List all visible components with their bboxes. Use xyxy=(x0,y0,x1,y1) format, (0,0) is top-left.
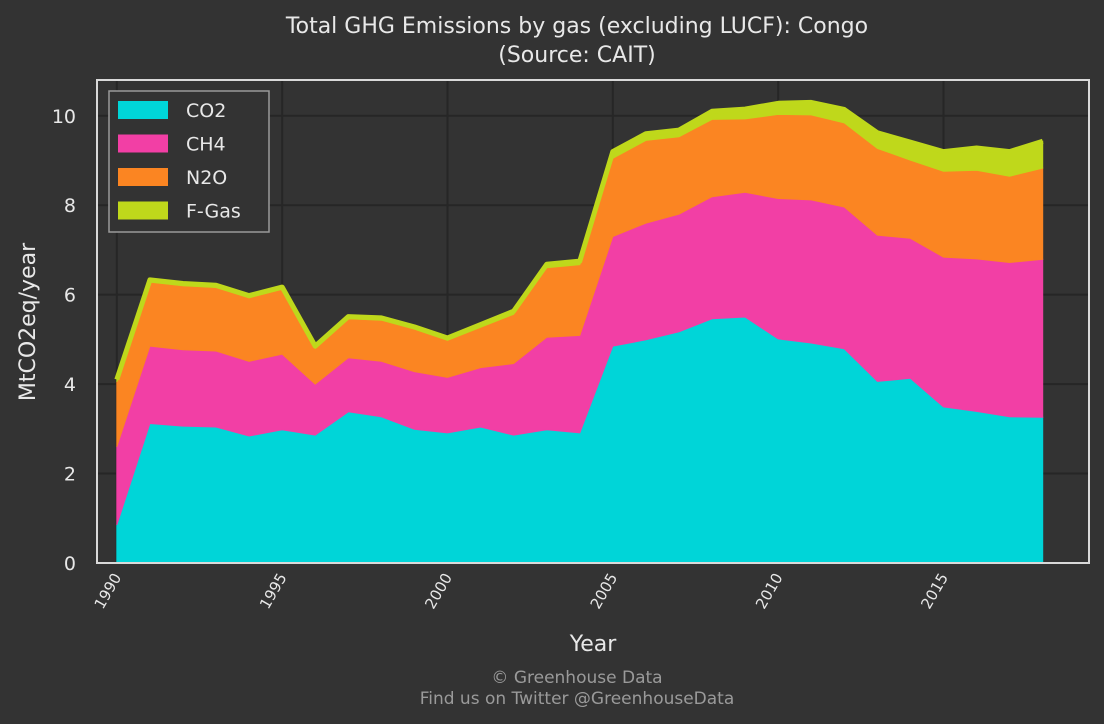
x-tick-label: 2010 xyxy=(752,570,787,612)
legend-swatch-f-gas xyxy=(118,201,168,220)
y-tick-label: 8 xyxy=(64,195,76,217)
x-tick-label: 2015 xyxy=(917,570,952,612)
y-tick-label: 2 xyxy=(64,464,76,486)
x-tick-labels: 1990 1995 2000 2005 2010 2015 xyxy=(91,570,952,612)
x-tick-label: 1995 xyxy=(256,570,291,612)
y-tick-labels: 0 2 4 6 8 10 xyxy=(52,106,76,575)
chart-subtitle: (Source: CAIT) xyxy=(498,43,655,68)
x-axis-label: Year xyxy=(569,632,618,657)
legend-label-f-gas: F-Gas xyxy=(186,201,241,223)
y-tick-label: 0 xyxy=(64,553,76,575)
legend-swatch-ch4 xyxy=(118,134,168,153)
legend-label-co2: CO2 xyxy=(186,100,226,122)
chart-title: Total GHG Emissions by gas (excluding LU… xyxy=(285,14,868,39)
x-tick-label: 2000 xyxy=(421,570,456,612)
footer-copyright: © Greenhouse Data xyxy=(491,668,662,688)
footer-twitter: Find us on Twitter @GreenhouseData xyxy=(420,689,735,709)
y-tick-label: 10 xyxy=(52,106,76,128)
x-tick-label: 2005 xyxy=(587,570,622,612)
total-outline xyxy=(114,99,1044,381)
y-tick-label: 4 xyxy=(64,374,76,396)
legend: CO2 CH4 N2O F-Gas xyxy=(108,90,270,233)
legend-swatch-n2o xyxy=(118,168,168,186)
legend-swatch-co2 xyxy=(118,101,168,119)
legend-label-ch4: CH4 xyxy=(186,134,226,156)
y-tick-label: 6 xyxy=(64,285,76,307)
y-axis-label: MtCO2eq/year xyxy=(16,242,41,401)
x-tick-label: 1990 xyxy=(91,570,126,612)
legend-label-n2o: N2O xyxy=(186,167,227,189)
plot-frame xyxy=(96,79,1090,564)
